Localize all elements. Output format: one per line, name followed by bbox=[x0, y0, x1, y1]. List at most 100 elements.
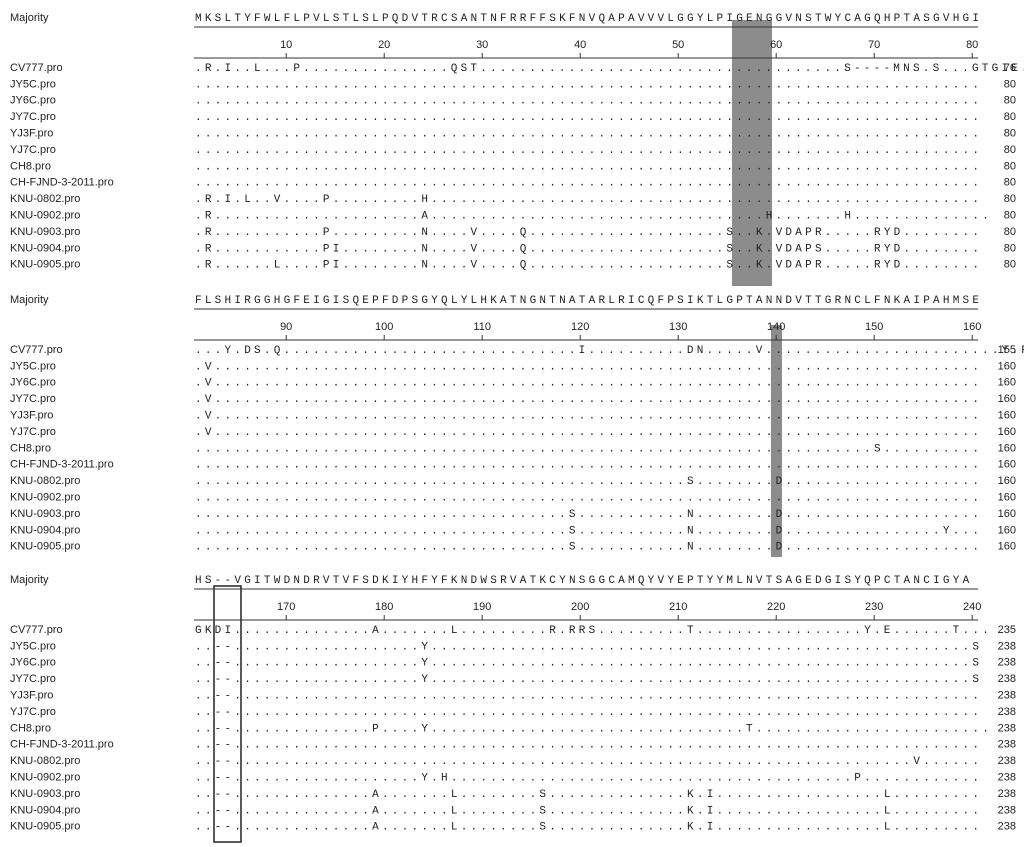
sequence-row: ........................................… bbox=[195, 129, 979, 141]
sequence-row: ......................................S.… bbox=[195, 542, 979, 554]
sequence-row: ..--...................Y................… bbox=[195, 658, 979, 670]
sequence-name: YJ3F.pro bbox=[10, 690, 53, 702]
sequence-row: ......................................S.… bbox=[195, 509, 979, 521]
sequence-end: 80 bbox=[1004, 226, 1016, 238]
highlight-box bbox=[213, 585, 242, 843]
ruler-label: 140 bbox=[767, 321, 785, 333]
sequence-row: ..--...................Y................… bbox=[195, 641, 979, 653]
sequence-end: 238 bbox=[998, 690, 1016, 702]
sequence-row: .V......................................… bbox=[195, 427, 979, 439]
sequence-end: 80 bbox=[1004, 193, 1016, 205]
sequence-name: CV777.pro bbox=[10, 624, 63, 636]
sequence-row: ........................................… bbox=[195, 112, 979, 124]
sequence-name: YJ3F.pro bbox=[10, 128, 53, 140]
sequence-row: ........................................… bbox=[195, 96, 979, 108]
sequence-row: ..--....................................… bbox=[195, 756, 979, 768]
sequence-row: ..--..............P....Y................… bbox=[195, 723, 989, 735]
sequence-row: ........................................… bbox=[195, 145, 979, 157]
ruler-label: 10 bbox=[280, 39, 292, 51]
ruler-label: 30 bbox=[476, 39, 488, 51]
ruler-label: 160 bbox=[963, 321, 981, 333]
majority-label: Majority bbox=[10, 294, 49, 306]
ruler-label: 230 bbox=[865, 601, 883, 613]
sequence-name: KNU-0802.pro bbox=[10, 475, 80, 487]
sequence-name: KNU-0903.pro bbox=[10, 226, 80, 238]
sequence-end: 160 bbox=[998, 393, 1016, 405]
sequence-name: CH-FJND-3-2011.pro bbox=[10, 177, 114, 189]
sequence-end: 160 bbox=[998, 442, 1016, 454]
sequence-end: 238 bbox=[998, 640, 1016, 652]
sequence-end: 160 bbox=[998, 410, 1016, 422]
sequence-row: ..--....................................… bbox=[195, 740, 979, 752]
sequence-name: CH-FJND-3-2011.pro bbox=[10, 739, 114, 751]
sequence-end: 238 bbox=[998, 821, 1016, 833]
ruler-label: 200 bbox=[571, 601, 589, 613]
sequence-row: ..--....................................… bbox=[195, 707, 979, 719]
sequence-row: .R.....................A................… bbox=[195, 211, 989, 223]
sequence-name: JY6C.pro bbox=[10, 657, 56, 669]
sequence-row: .R......L....PI........N....V....Q......… bbox=[195, 260, 979, 272]
highlight-region bbox=[732, 20, 772, 286]
sequence-end: 160 bbox=[998, 541, 1016, 553]
sequence-name: JY7C.pro bbox=[10, 673, 56, 685]
sequence-end: 238 bbox=[998, 804, 1016, 816]
ruler-label: 120 bbox=[571, 321, 589, 333]
ruler-label: 90 bbox=[280, 321, 292, 333]
sequence-end: 80 bbox=[1004, 78, 1016, 90]
sequence-row: ........................................… bbox=[195, 178, 979, 190]
ruler-label: 100 bbox=[375, 321, 393, 333]
sequence-row: ..--..............A.......L........S....… bbox=[195, 789, 979, 801]
sequence-row: ........................................… bbox=[195, 460, 979, 472]
sequence-end: 76 bbox=[1004, 62, 1016, 74]
ruler-label: 170 bbox=[277, 601, 295, 613]
sequence-name: CV777.pro bbox=[10, 62, 63, 74]
sequence-name: KNU-0902.pro bbox=[10, 492, 80, 504]
ruler-label: 180 bbox=[375, 601, 393, 613]
sequence-end: 238 bbox=[998, 772, 1016, 784]
sequence-end: 160 bbox=[998, 492, 1016, 504]
sequence-name: CH8.pro bbox=[10, 722, 51, 734]
majority-sequence: FLSHIRGGHGFEIGISQEPFDPSGYQLYLHKATNGNTNAT… bbox=[195, 295, 979, 307]
sequence-name: KNU-0902.pro bbox=[10, 210, 80, 222]
sequence-row: ........................................… bbox=[195, 476, 979, 488]
majority-label: Majority bbox=[10, 574, 49, 586]
sequence-row: ........................................… bbox=[195, 443, 979, 455]
sequence-end: 160 bbox=[998, 508, 1016, 520]
sequence-end: 80 bbox=[1004, 111, 1016, 123]
sequence-name: KNU-0905.pro bbox=[10, 541, 80, 553]
ruler-label: 40 bbox=[574, 39, 586, 51]
sequence-name: YJ7C.pro bbox=[10, 706, 56, 718]
sequence-name: CH8.pro bbox=[10, 442, 51, 454]
sequence-end: 238 bbox=[998, 673, 1016, 685]
sequence-name: JY5C.pro bbox=[10, 360, 56, 372]
sequence-row: ..--...................Y.H..............… bbox=[195, 773, 979, 785]
sequence-end: 80 bbox=[1004, 95, 1016, 107]
sequence-end: 160 bbox=[998, 360, 1016, 372]
sequence-end: 238 bbox=[998, 788, 1016, 800]
sequence-name: KNU-0904.pro bbox=[10, 242, 80, 254]
sequence-name: JY7C.pro bbox=[10, 111, 56, 123]
sequence-name: CH-FJND-3-2011.pro bbox=[10, 459, 114, 471]
sequence-row: .R.I..L...P...............QST...........… bbox=[195, 63, 1024, 75]
ruler-label: 240 bbox=[963, 601, 981, 613]
sequence-row: .V......................................… bbox=[195, 361, 979, 373]
sequence-name: KNU-0904.pro bbox=[10, 524, 80, 536]
sequence-end: 80 bbox=[1004, 210, 1016, 222]
sequence-row: .R.I.L..V....P.........H................… bbox=[195, 194, 979, 206]
sequence-end: 238 bbox=[998, 706, 1016, 718]
sequence-row: ..--..............A.......L........S....… bbox=[195, 822, 979, 834]
ruler-label: 190 bbox=[473, 601, 491, 613]
sequence-end: 80 bbox=[1004, 259, 1016, 271]
sequence-name: YJ7C.pro bbox=[10, 144, 56, 156]
sequence-end: 238 bbox=[998, 657, 1016, 669]
highlight-region bbox=[771, 325, 782, 557]
sequence-row: .R...........PI........N....V....Q......… bbox=[195, 243, 979, 255]
sequence-end: 80 bbox=[1004, 128, 1016, 140]
ruler-label: 70 bbox=[868, 39, 880, 51]
sequence-name: KNU-0903.pro bbox=[10, 788, 80, 800]
sequence-row: ........................................… bbox=[195, 79, 979, 91]
sequence-row: ........................................… bbox=[195, 493, 979, 505]
sequence-row: .V......................................… bbox=[195, 411, 979, 423]
sequence-name: YJ7C.pro bbox=[10, 426, 56, 438]
